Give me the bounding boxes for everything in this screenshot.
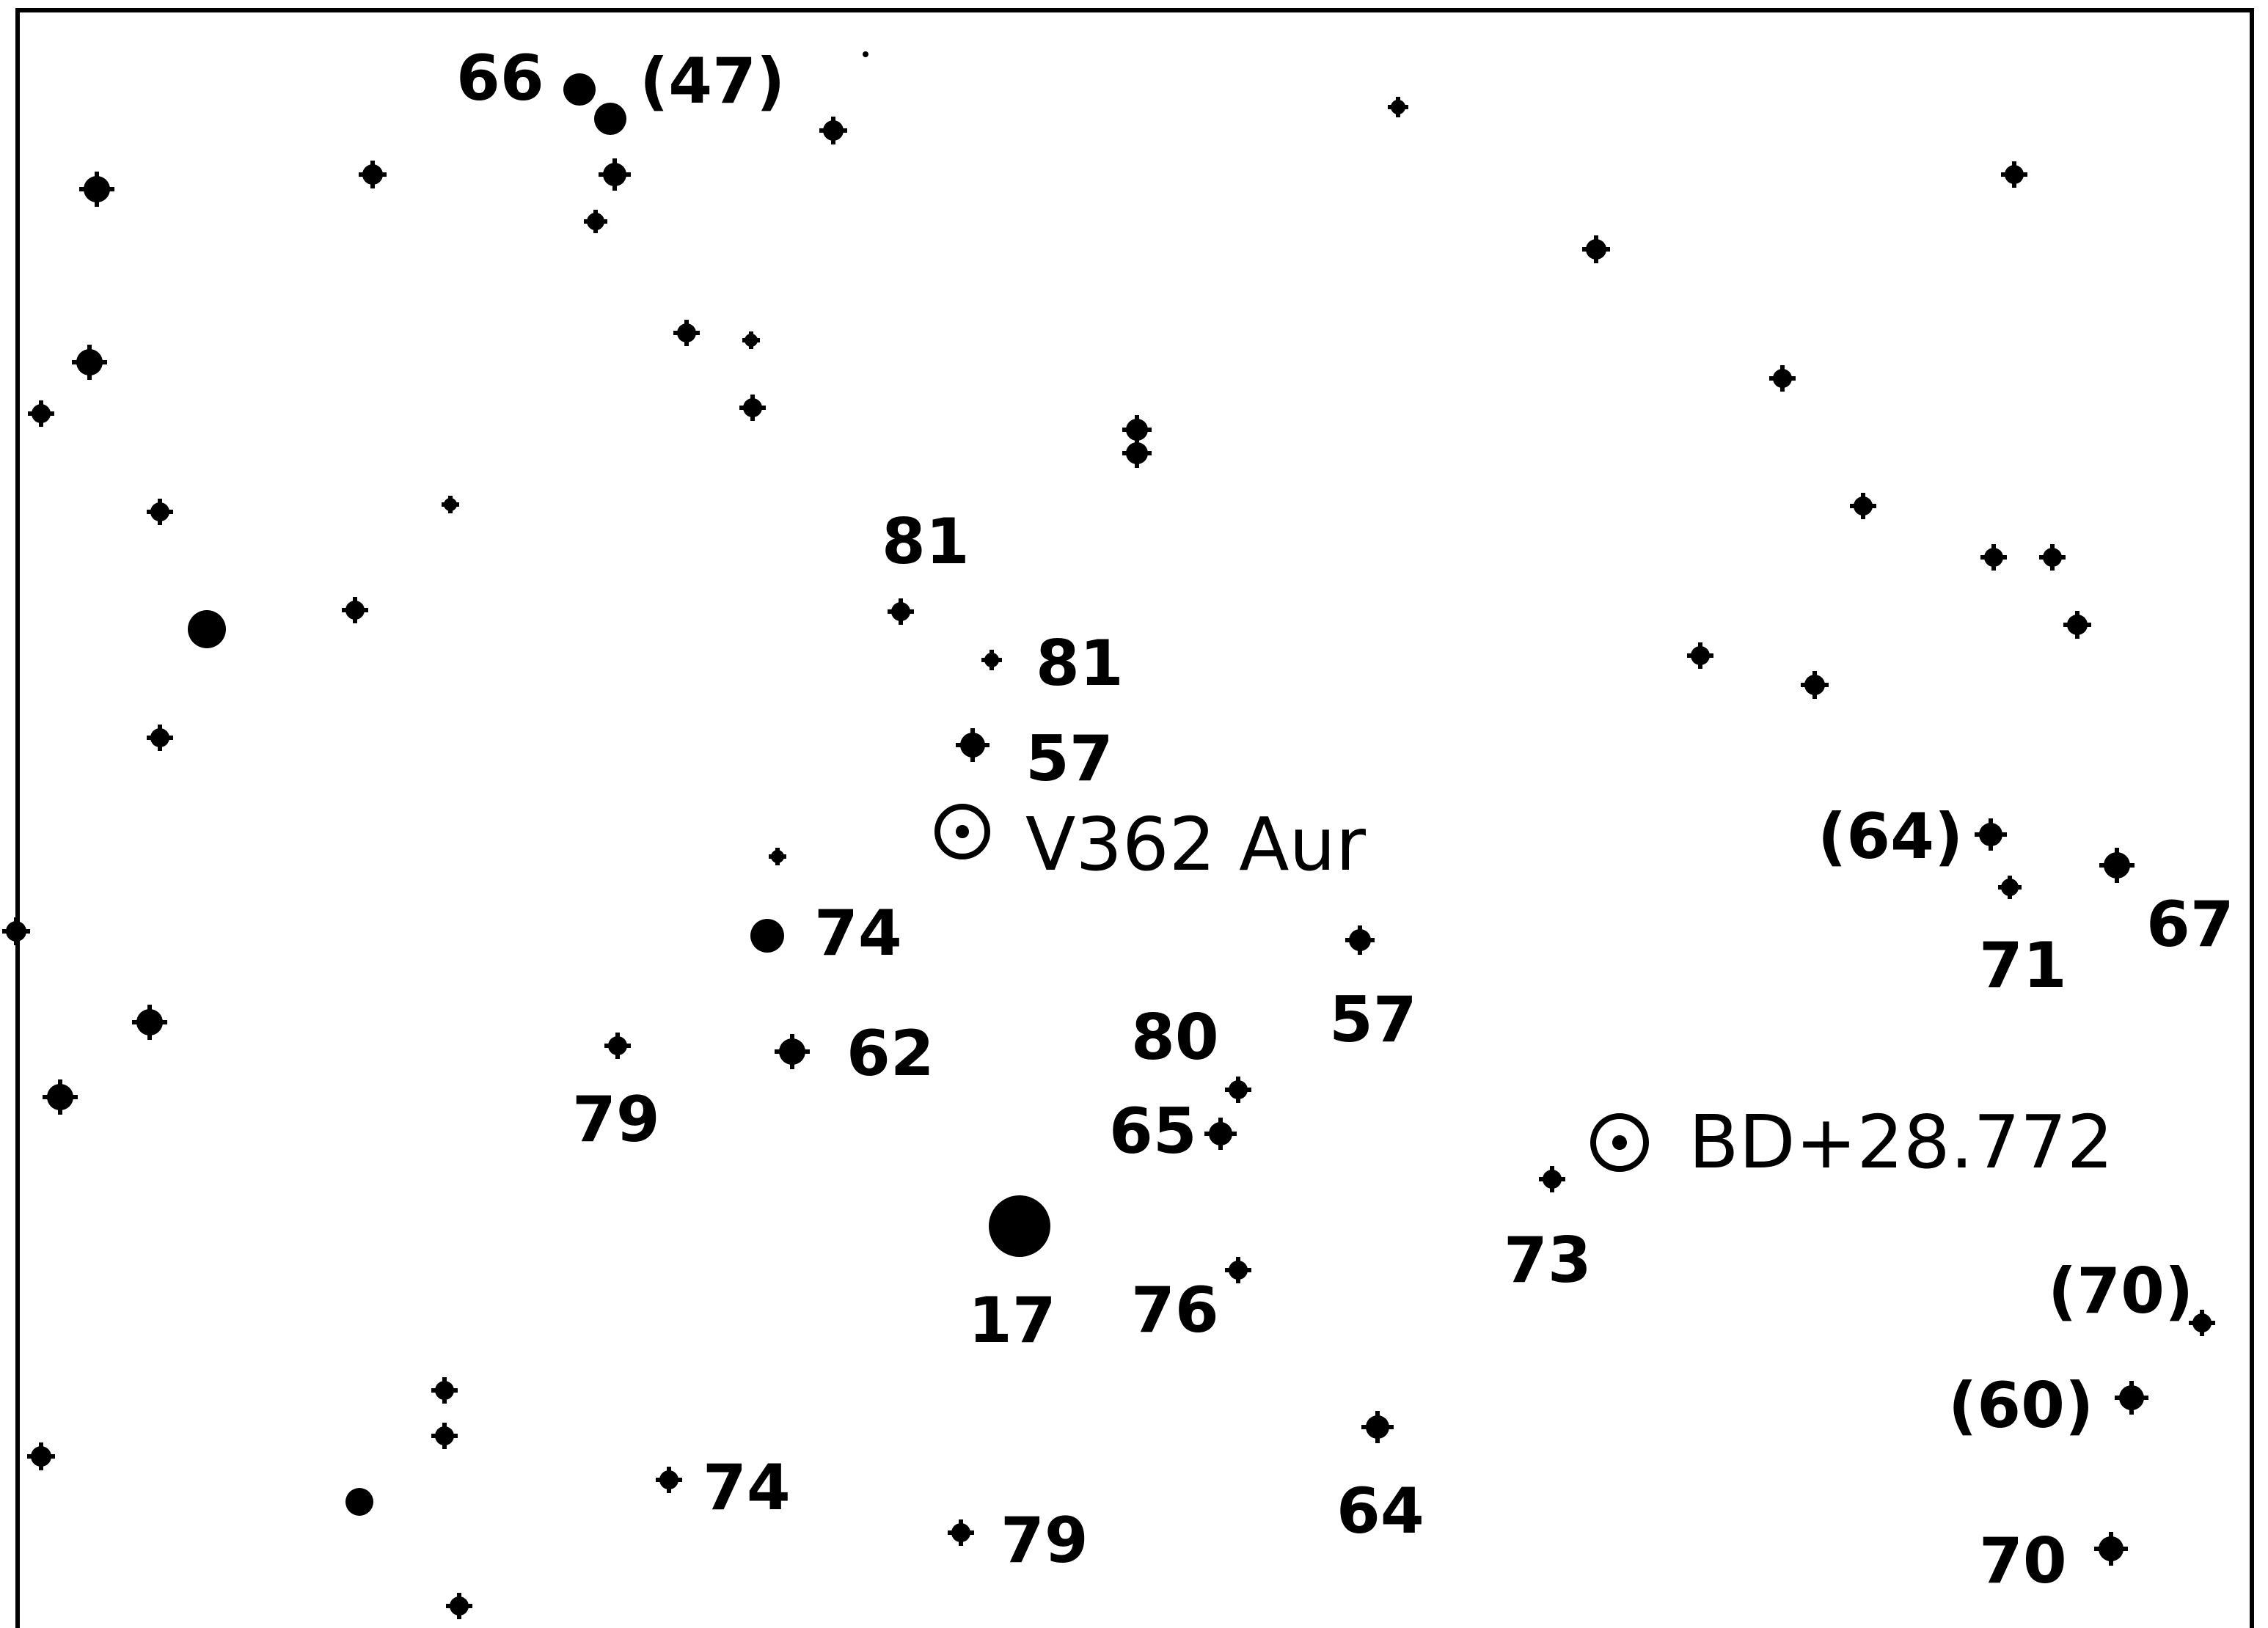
star — [79, 172, 114, 207]
mag-label: (70) — [2048, 1255, 2193, 1328]
star — [2099, 848, 2135, 883]
mag-label: 62 — [846, 1017, 934, 1090]
star — [43, 1079, 78, 1115]
star — [147, 725, 173, 751]
star — [1361, 1411, 1394, 1443]
star — [584, 210, 607, 233]
star — [1980, 544, 2007, 571]
star — [775, 1034, 810, 1069]
star — [147, 499, 173, 525]
star — [2039, 544, 2066, 571]
star — [1850, 493, 1876, 519]
star — [1225, 1077, 1251, 1103]
mag-label: 64 — [1336, 1475, 1424, 1548]
mag-label: 66 — [456, 42, 544, 115]
star — [599, 158, 631, 191]
mag-label: 80 — [1131, 1001, 1219, 1074]
mag-label: 81 — [1036, 627, 1124, 700]
star — [2063, 611, 2091, 639]
star — [819, 117, 847, 144]
star — [769, 848, 786, 865]
star — [563, 73, 596, 106]
mag-label: 57 — [1025, 722, 1113, 796]
mag-label: 79 — [1001, 1504, 1089, 1577]
target-label-v362: V362 Aur — [1025, 802, 1367, 887]
target-marker-bd — [1590, 1113, 1649, 1172]
mag-label: 67 — [2146, 888, 2234, 961]
star — [863, 51, 868, 57]
star — [742, 331, 760, 349]
star — [739, 395, 766, 421]
star — [656, 1467, 682, 1493]
mag-label: (47) — [640, 45, 785, 118]
star — [442, 496, 459, 513]
chart-frame — [15, 8, 2254, 1628]
star — [594, 103, 626, 135]
star — [1998, 876, 2022, 899]
target-label-bd: BD+28.772 — [1689, 1099, 2113, 1185]
star — [989, 1195, 1050, 1257]
star — [28, 400, 54, 427]
star — [431, 1423, 458, 1449]
mag-label: 71 — [1979, 929, 2067, 1002]
target-marker-v362 — [934, 804, 990, 859]
star — [1582, 235, 1610, 263]
mag-label: 73 — [1504, 1224, 1592, 1297]
star — [1769, 365, 1796, 392]
star — [1122, 415, 1152, 444]
star — [888, 598, 914, 625]
star — [1204, 1118, 1237, 1150]
star — [342, 597, 368, 623]
star — [431, 1377, 458, 1404]
star — [2094, 1532, 2128, 1566]
star — [1122, 439, 1152, 468]
star — [446, 1593, 472, 1619]
star — [2115, 1381, 2148, 1415]
star — [1801, 671, 1829, 699]
mag-label: (64) — [1818, 800, 1963, 873]
mag-label: 79 — [572, 1083, 660, 1156]
star — [359, 161, 387, 188]
mag-label: (60) — [1948, 1369, 2093, 1442]
star — [2001, 161, 2027, 188]
mag-label: 65 — [1109, 1095, 1197, 1168]
star — [72, 345, 107, 380]
star — [27, 1442, 55, 1470]
mag-label: 81 — [882, 505, 970, 579]
star — [1539, 1166, 1565, 1192]
star — [750, 919, 784, 953]
star — [1975, 818, 2007, 851]
mag-label: 74 — [814, 897, 902, 970]
mag-label: 70 — [1979, 1525, 2067, 1598]
star — [2189, 1310, 2215, 1336]
star — [1345, 925, 1375, 955]
star — [981, 650, 1002, 670]
star — [604, 1033, 631, 1059]
star — [1388, 97, 1408, 117]
mag-label: 74 — [703, 1451, 791, 1525]
star-field — [2, 51, 2215, 1619]
star — [1687, 642, 1713, 669]
star — [948, 1519, 974, 1546]
star — [345, 1488, 373, 1516]
star — [2, 917, 30, 945]
star — [956, 728, 989, 762]
star — [1225, 1257, 1251, 1283]
star — [673, 320, 700, 346]
mag-label: 17 — [968, 1284, 1056, 1357]
mag-label: 76 — [1131, 1274, 1219, 1347]
mag-label: 57 — [1329, 983, 1417, 1057]
star — [188, 610, 226, 648]
star — [132, 1005, 167, 1040]
